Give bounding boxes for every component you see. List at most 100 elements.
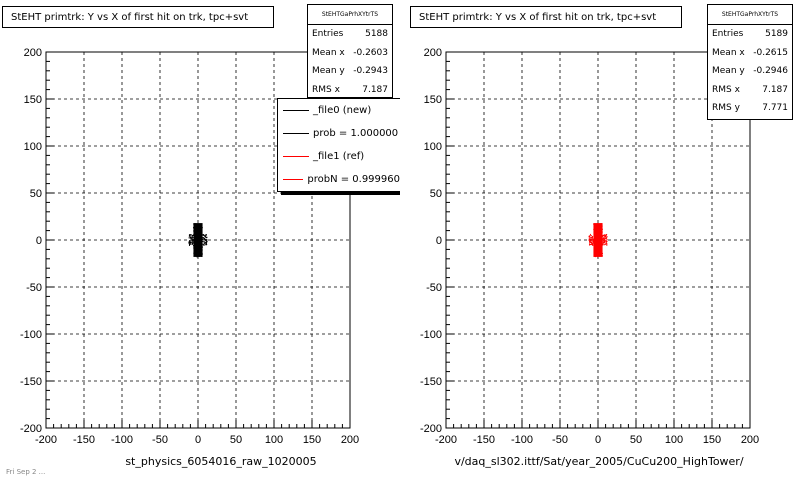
scatter-point (201, 228, 203, 230)
scatter-point (600, 237, 602, 239)
stats-label: Mean y (712, 66, 745, 76)
scatter-point (198, 253, 200, 255)
scatter-point (600, 240, 602, 242)
scatter-point (201, 231, 203, 233)
legend-box: _file0 (new) prob = 1.000000 _file1 (ref… (277, 98, 400, 192)
scatter-point (604, 234, 606, 236)
legend-swatch (283, 133, 309, 134)
scatter-point (591, 242, 593, 244)
scatter-point (192, 241, 194, 243)
scatter-point (197, 246, 199, 248)
scatter-point (193, 227, 195, 229)
scatter-point (189, 243, 191, 245)
scatter-point (598, 252, 600, 254)
scatter-point (191, 241, 193, 243)
scatter-point (198, 242, 200, 244)
x-tick-label: -150 (473, 434, 495, 446)
scatter-point (600, 234, 602, 236)
scatter-point (202, 237, 204, 239)
scatter-point (195, 240, 197, 242)
scatter-point (189, 242, 191, 244)
scatter-point (201, 253, 203, 255)
scatter-point (602, 237, 604, 239)
scatter-point (589, 243, 591, 245)
scatter-point (201, 251, 203, 253)
stats-row-entries: Entries 5188 (308, 25, 392, 44)
x-tick-label: 200 (741, 434, 759, 446)
scatter-point (195, 233, 197, 235)
scatter-point (601, 255, 603, 257)
scatter-point (192, 237, 194, 239)
stats-header: StEHTGaPrhXYtrTS (308, 5, 392, 25)
legend-swatch (283, 156, 309, 157)
scatter-point (597, 222, 599, 224)
scatter-point (189, 234, 191, 236)
stats-value: 5188 (365, 29, 388, 39)
scatter-point (197, 224, 199, 226)
scatter-point (597, 248, 599, 250)
scatter-point (592, 239, 594, 241)
scatter-point (603, 241, 605, 243)
scatter-point (197, 238, 199, 240)
scatter-point (601, 241, 603, 243)
right-x-axis-label: v/daq_sl302.ittf/Sat/year_2005/CuCu200_H… (454, 455, 744, 468)
scatter-point (205, 240, 207, 242)
scatter-point (202, 243, 204, 245)
stats-header: StEHTGaPrhXYtrTS (708, 5, 792, 25)
scatter-point (194, 249, 196, 251)
x-tick-label: -200 (35, 434, 57, 446)
y-tick-label: -100 (20, 329, 42, 341)
stats-value: -0.2946 (753, 66, 788, 76)
scatter-point (206, 240, 208, 242)
scatter-point (599, 237, 601, 239)
scatter-point (595, 224, 597, 226)
scatter-point (599, 250, 601, 252)
scatter-point (596, 231, 598, 233)
scatter-point (597, 251, 599, 253)
scatter-point (593, 244, 595, 246)
scatter-point (597, 229, 599, 231)
scatter-point (593, 239, 595, 241)
scatter-point (192, 234, 194, 236)
scatter-point (194, 253, 196, 255)
scatter-point (192, 245, 194, 247)
stats-row-mean-x: Mean x -0.2603 (308, 44, 392, 63)
stats-value: -0.2615 (753, 47, 788, 58)
right-chart-pane: -200 -150 -100 -50 0 50 100 150 200 200 150 100 50 0 -… (400, 0, 800, 480)
scatter-point (195, 239, 197, 241)
scatter-point (590, 235, 592, 237)
y-tick-label: 0 (36, 235, 42, 247)
scatter-point (206, 242, 208, 244)
scatter-point (602, 242, 604, 244)
scatter-points (588, 222, 608, 258)
scatter-point (205, 241, 207, 243)
stats-label: RMS y (712, 103, 740, 113)
scatter-point (593, 252, 595, 254)
scatter-point (596, 251, 598, 253)
stats-value: 7.187 (362, 84, 388, 95)
scatter-point (191, 235, 193, 237)
scatter-point (204, 234, 206, 236)
scatter-point (205, 234, 207, 236)
scatter-point (198, 254, 200, 256)
scatter-point (605, 240, 607, 242)
scatter-point (203, 235, 205, 237)
scatter-point (193, 252, 195, 254)
scatter-point (605, 234, 607, 236)
scatter-point (603, 234, 605, 236)
scatter-point (190, 238, 192, 240)
legend-swatch (283, 179, 304, 180)
scatter-point (193, 233, 195, 235)
scatter-point (197, 230, 199, 232)
scatter-point (203, 238, 205, 240)
scatter-point (606, 236, 608, 238)
scatter-point (606, 243, 608, 245)
scatter-point (596, 234, 598, 236)
scatter-point (605, 241, 607, 243)
scatter-point (191, 242, 193, 244)
scatter-point (193, 247, 195, 249)
scatter-point (189, 236, 191, 238)
stats-label: Mean x (312, 47, 345, 58)
scatter-point (595, 249, 597, 251)
scatter-point (188, 244, 190, 246)
